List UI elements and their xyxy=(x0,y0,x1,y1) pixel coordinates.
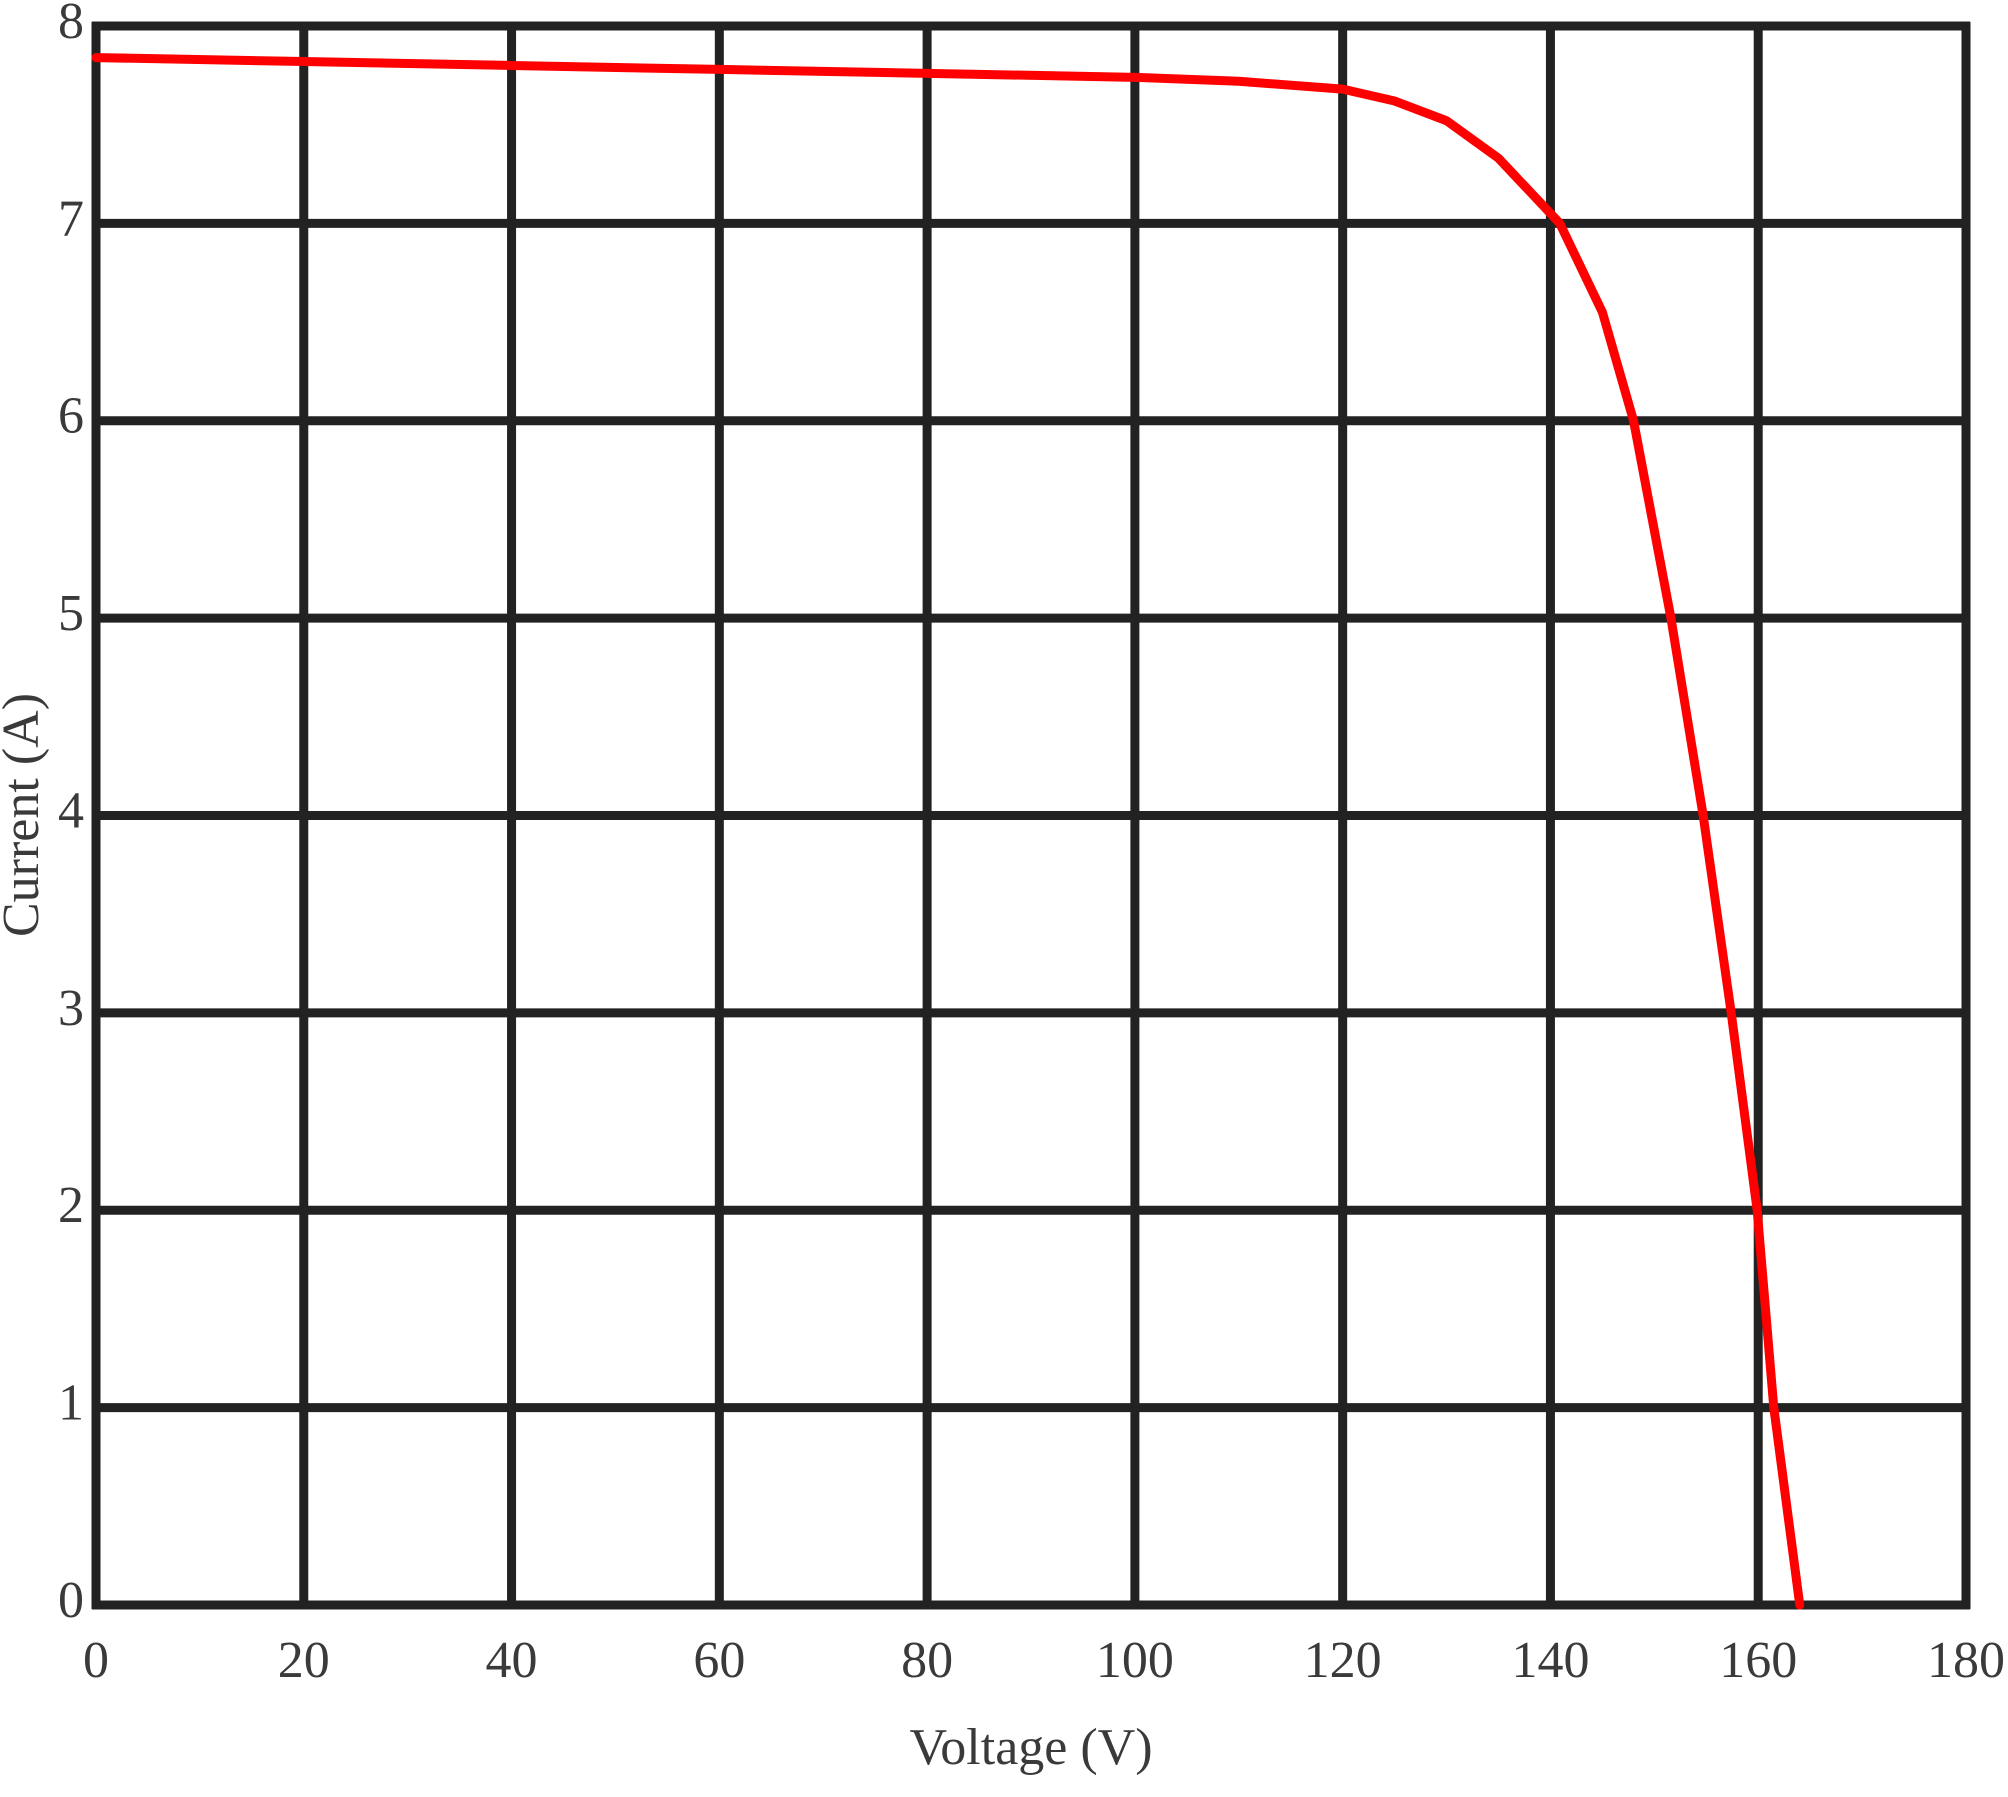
y-tick-label: 2 xyxy=(58,1177,84,1234)
y-tick-label: 4 xyxy=(58,782,84,839)
y-tick-label: 0 xyxy=(58,1572,84,1629)
x-axis-title: Voltage (V) xyxy=(909,1719,1152,1776)
x-tick-label: 60 xyxy=(693,1632,745,1689)
x-tick-label: 140 xyxy=(1511,1632,1589,1689)
y-tick-label: 1 xyxy=(58,1375,84,1432)
x-tick-label: 100 xyxy=(1096,1632,1174,1689)
x-tick-label: 80 xyxy=(901,1632,953,1689)
x-tick-label: 180 xyxy=(1927,1632,2005,1689)
y-axis-title: Current (A) xyxy=(0,693,50,937)
y-tick-label: 3 xyxy=(58,980,84,1037)
x-tick-label: 20 xyxy=(278,1632,330,1689)
data-line xyxy=(91,53,1805,1610)
x-tick-label: 40 xyxy=(486,1632,538,1689)
x-tick-label: 0 xyxy=(83,1632,109,1689)
y-tick-label: 7 xyxy=(58,190,84,247)
x-tick-label: 120 xyxy=(1304,1632,1382,1689)
y-tick-label: 8 xyxy=(58,0,84,50)
y-tick-label: 6 xyxy=(58,388,84,445)
y-tick-label: 5 xyxy=(58,585,84,642)
x-tick-label: 160 xyxy=(1719,1632,1797,1689)
